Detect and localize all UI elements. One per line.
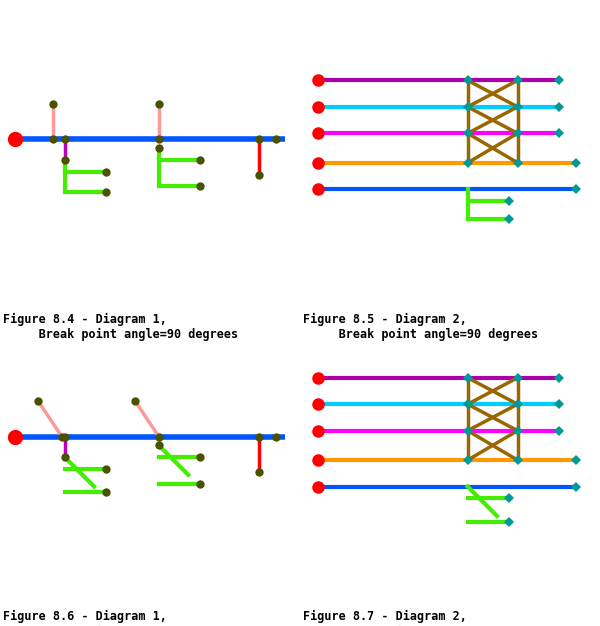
Text: Figure 8.7 - Diagram 2,
     Break point angle=45 degrees: Figure 8.7 - Diagram 2, Break point angl…: [303, 610, 538, 626]
Text: Figure 8.5 - Diagram 2,
     Break point angle=90 degrees: Figure 8.5 - Diagram 2, Break point angl…: [303, 313, 538, 341]
Text: Figure 8.4 - Diagram 1,
     Break point angle=90 degrees: Figure 8.4 - Diagram 1, Break point angl…: [3, 313, 238, 341]
Text: Figure 8.6 - Diagram 1,
     Break point angle=45 degrees: Figure 8.6 - Diagram 1, Break point angl…: [3, 610, 238, 626]
